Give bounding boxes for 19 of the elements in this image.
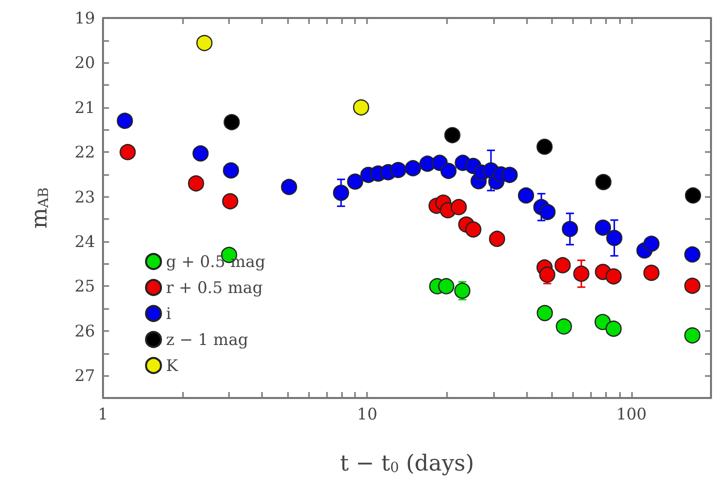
x-axis-title: t − t0 (days) bbox=[340, 452, 474, 476]
x-tick-label: 1 bbox=[98, 404, 108, 424]
y-tick-label: 25 bbox=[74, 276, 95, 296]
legend-label: z − 1 mag bbox=[166, 330, 248, 349]
y-tick-label: 20 bbox=[74, 53, 95, 72]
legend-label: g + 0.5 mag bbox=[166, 252, 266, 271]
y-axis-title: mAB bbox=[28, 187, 52, 229]
y-tick-label: 19 bbox=[74, 8, 95, 28]
legend-label: r + 0.5 mag bbox=[166, 278, 263, 297]
y-tick-label: 24 bbox=[74, 232, 95, 252]
y-tick-label: 21 bbox=[74, 98, 95, 117]
y-tick-label: 23 bbox=[74, 187, 95, 206]
legend-label: i bbox=[166, 304, 172, 323]
y-tick-label: 26 bbox=[74, 321, 95, 340]
y-tick-label: 27 bbox=[74, 366, 95, 386]
x-tick-label: 100 bbox=[616, 404, 647, 424]
legend-label: K bbox=[166, 356, 179, 375]
x-tick-label: 10 bbox=[357, 404, 378, 424]
y-tick-label: 22 bbox=[74, 142, 95, 162]
